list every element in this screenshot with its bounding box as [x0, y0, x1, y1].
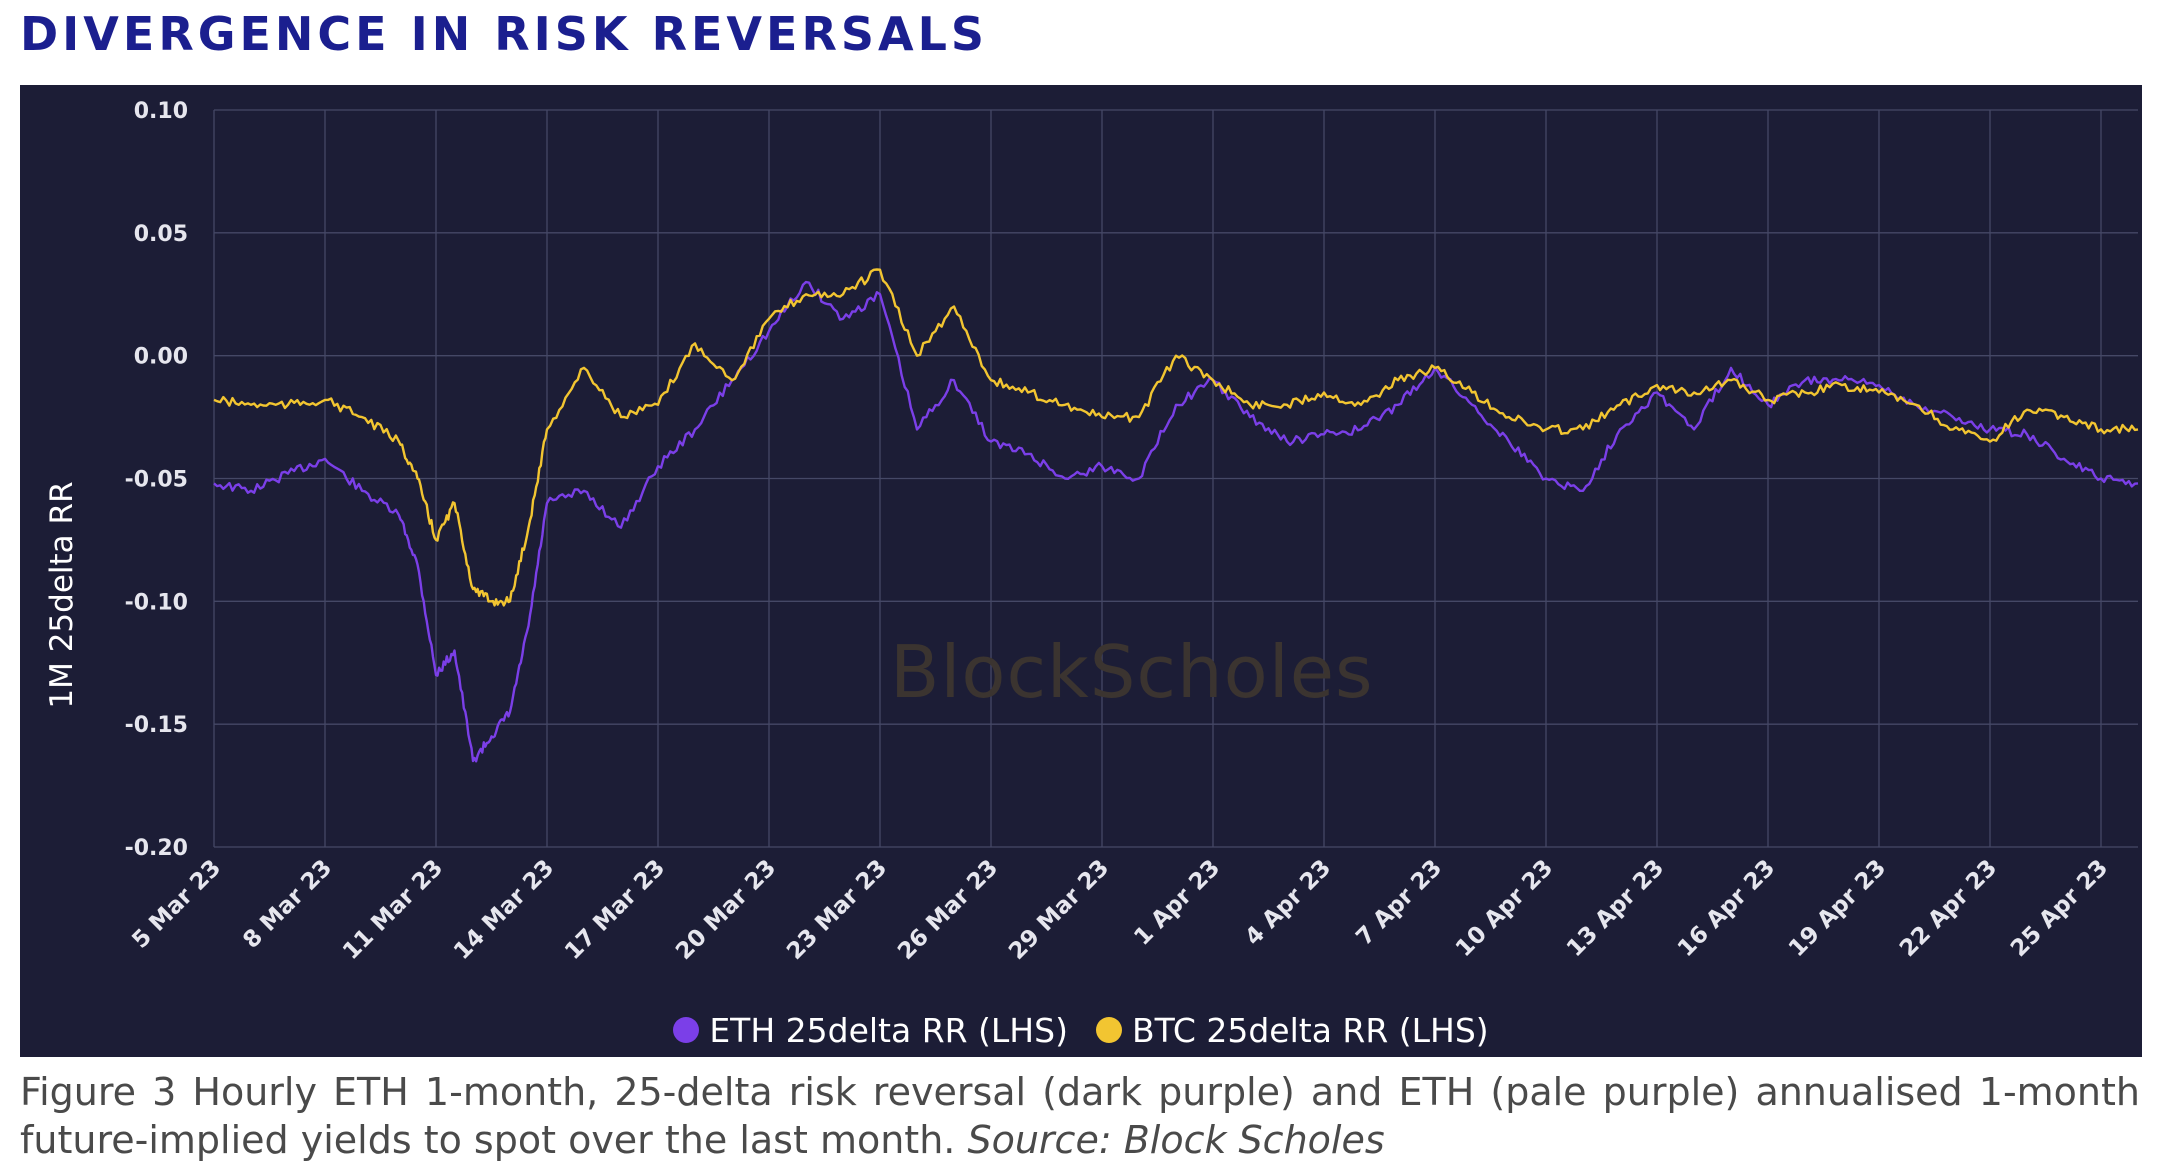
x-tick-label: 29 Mar 23: [1004, 855, 1114, 965]
x-tick-label: 8 Mar 23: [238, 855, 337, 954]
x-tick-label: 22 Apr 23: [1895, 855, 2002, 962]
eth-series-line: [213, 280, 2139, 763]
y-tick-label: 0.05: [134, 222, 188, 247]
legend-item-eth[interactable]: ETH 25delta RR (LHS): [673, 1011, 1068, 1050]
figure-caption: Figure 3 Hourly ETH 1-month, 25-delta ri…: [20, 1068, 2140, 1164]
x-tick-label: 25 Apr 23: [2006, 855, 2113, 962]
series-group: [213, 268, 2139, 763]
chart-panel: 0.10 0.05 0.00 -0.05 -0.10 -0.15 -0.20 5 Mar 2…: [20, 85, 2142, 1057]
x-tick-label: 13 Apr 23: [1562, 855, 1669, 962]
x-tick-label: 10 Apr 23: [1451, 855, 1558, 962]
legend-label-btc: BTC 25delta RR (LHS): [1131, 1010, 1489, 1050]
legend-dot-eth: [673, 1017, 700, 1043]
x-tick-label: 23 Mar 23: [782, 855, 892, 965]
chart-title: DIVERGENCE IN RISK REVERSALS: [20, 7, 989, 61]
y-tick-label: -0.05: [125, 468, 188, 493]
x-tick-label: 1 Apr 23: [1129, 855, 1225, 951]
y-tick-label: -0.20: [125, 836, 188, 861]
x-tick-label: 14 Mar 23: [449, 855, 559, 965]
y-tick-label: 0.10: [134, 99, 188, 124]
x-tick-label: 20 Mar 23: [671, 855, 781, 965]
caption-source: Source: Block Scholes: [967, 1118, 1385, 1162]
legend: ETH 25delta RR (LHS) BTC 25delta RR (LHS…: [20, 1010, 2142, 1050]
x-axis-ticks: 5 Mar 23 8 Mar 23 11 Mar 23 14 Mar 23 17 Mar…: [127, 855, 2113, 965]
grid: [213, 109, 2138, 848]
y-axis-ticks: 0.10 0.05 0.00 -0.05 -0.10 -0.15 -0.20: [125, 99, 188, 861]
x-tick-label: 19 Apr 23: [1784, 855, 1891, 962]
x-tick-label: 7 Apr 23: [1351, 855, 1447, 951]
line-chart: 0.10 0.05 0.00 -0.05 -0.10 -0.15 -0.20 5 Mar 2…: [20, 85, 2142, 1057]
x-tick-label: 4 Apr 23: [1240, 855, 1336, 951]
y-tick-label: -0.10: [125, 590, 188, 615]
y-tick-label: -0.15: [125, 713, 188, 738]
x-tick-label: 5 Mar 23: [127, 855, 226, 954]
y-axis-label: 1M 25delta RR: [44, 481, 80, 708]
x-tick-label: 11 Mar 23: [338, 855, 448, 965]
legend-dot-btc: [1095, 1017, 1122, 1043]
x-tick-label: 16 Apr 23: [1673, 855, 1780, 962]
watermark-logo: BlockScholes: [890, 630, 1374, 714]
btc-series-line: [213, 268, 2139, 607]
y-tick-label: 0.00: [134, 345, 188, 370]
caption-text: Figure 3 Hourly ETH 1-month, 25-delta ri…: [20, 1070, 2140, 1162]
x-tick-label: 26 Mar 23: [893, 855, 1003, 965]
legend-label-eth: ETH 25delta RR (LHS): [709, 1010, 1068, 1050]
legend-item-btc[interactable]: BTC 25delta RR (LHS): [1095, 1010, 1489, 1050]
x-tick-label: 17 Mar 23: [560, 855, 670, 965]
